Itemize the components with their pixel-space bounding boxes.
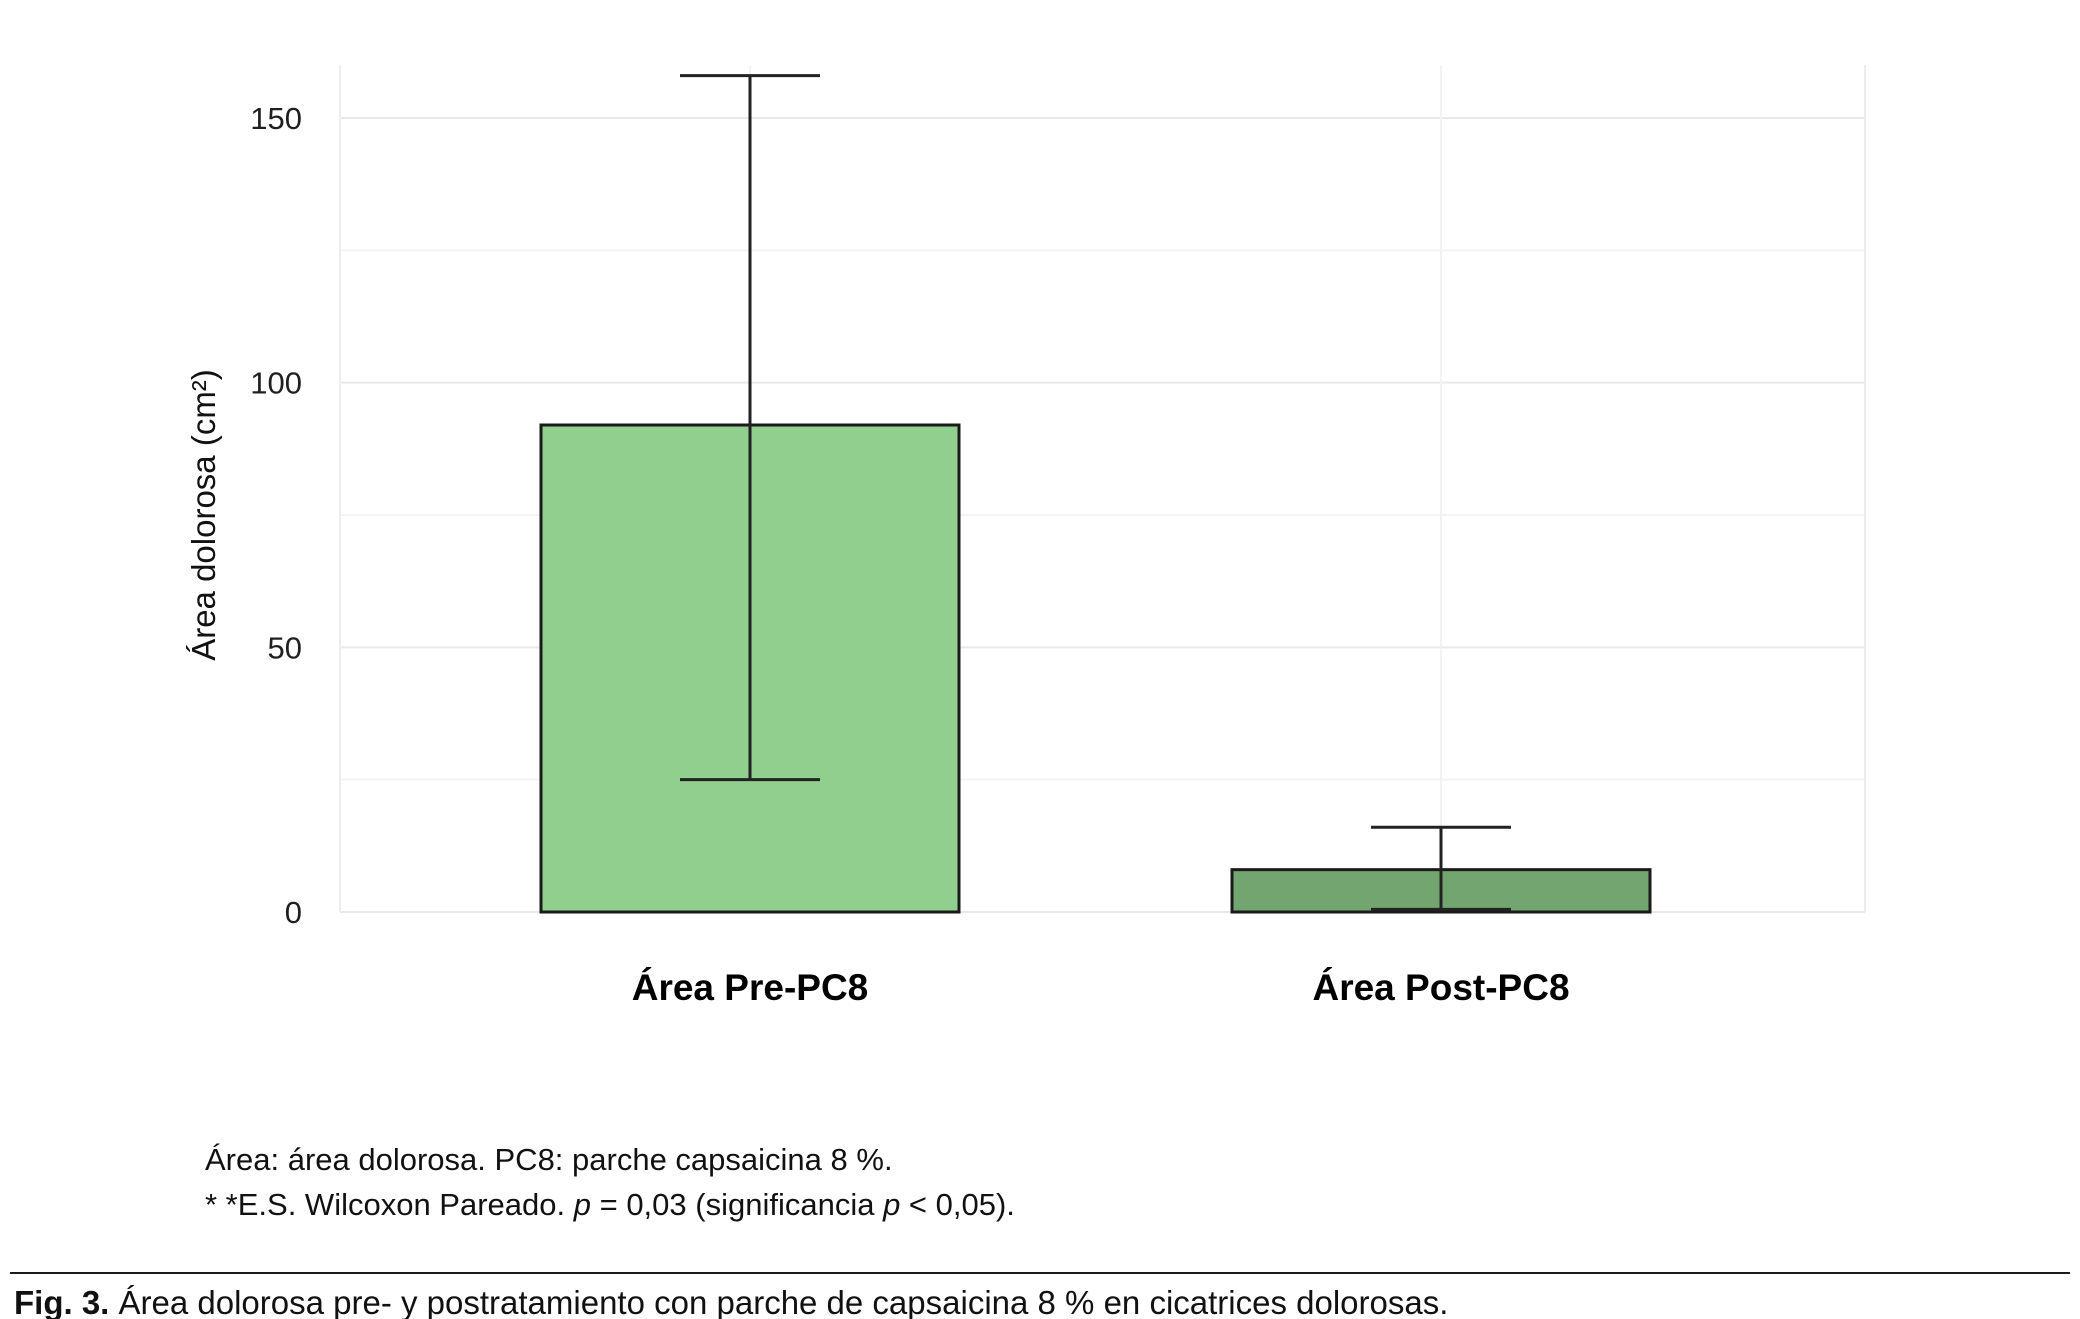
footnote-2-p1: p xyxy=(573,1186,591,1222)
footnote-2-part3: < 0,05). xyxy=(900,1186,1015,1222)
caption-text: Área dolorosa pre- y postratamiento con … xyxy=(109,1284,1449,1319)
footnote-2-part1: * *E.S. Wilcoxon Pareado. xyxy=(205,1186,574,1222)
bar-chart: 0 50 100 150 Área dolorosa (cm²) Área Pre-PC8… xyxy=(185,65,1866,1008)
figure-label: Fig. 3. xyxy=(14,1284,110,1319)
x-category-label: Área Pre-PC8 xyxy=(632,967,869,1008)
y-tick-label: 0 xyxy=(285,895,302,930)
x-category-label: Área Post-PC8 xyxy=(1312,967,1569,1008)
y-tick-label: 100 xyxy=(250,366,302,401)
footnote-line-1: Área: área dolorosa. PC8: parche capsaic… xyxy=(205,1142,893,1177)
figure-caption: Fig. 3. Área dolorosa pre- y postratamie… xyxy=(14,1284,1448,1319)
footnote-2-p2: p xyxy=(883,1186,901,1222)
footnote-line-2: * *E.S. Wilcoxon Pareado. p = 0,03 (sign… xyxy=(205,1183,1015,1228)
y-tick-label: 50 xyxy=(268,630,302,665)
y-axis-label: Área dolorosa (cm²) xyxy=(185,369,222,661)
chart-footnotes: Área: área dolorosa. PC8: parche capsaic… xyxy=(205,1138,1015,1228)
footnote-2-part2: = 0,03 (significancia xyxy=(590,1186,884,1222)
y-tick-label: 150 xyxy=(250,101,302,136)
caption-divider xyxy=(10,1272,2070,1274)
